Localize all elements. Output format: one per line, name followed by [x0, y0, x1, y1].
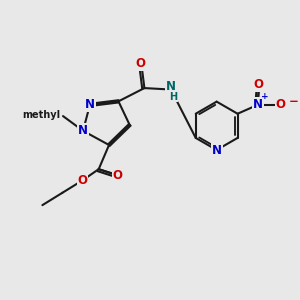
Text: methyl: methyl — [22, 110, 61, 121]
Text: +: + — [261, 92, 269, 101]
Text: O: O — [113, 169, 123, 182]
Text: N: N — [253, 98, 262, 111]
Text: −: − — [289, 95, 299, 108]
Text: N: N — [85, 98, 95, 111]
Text: O: O — [135, 57, 145, 70]
Text: N: N — [212, 143, 222, 157]
Text: N: N — [166, 80, 176, 93]
Text: H: H — [169, 92, 177, 102]
Text: N: N — [78, 124, 88, 137]
Text: O: O — [276, 98, 286, 111]
Text: O: O — [254, 78, 263, 91]
Text: O: O — [77, 174, 88, 187]
